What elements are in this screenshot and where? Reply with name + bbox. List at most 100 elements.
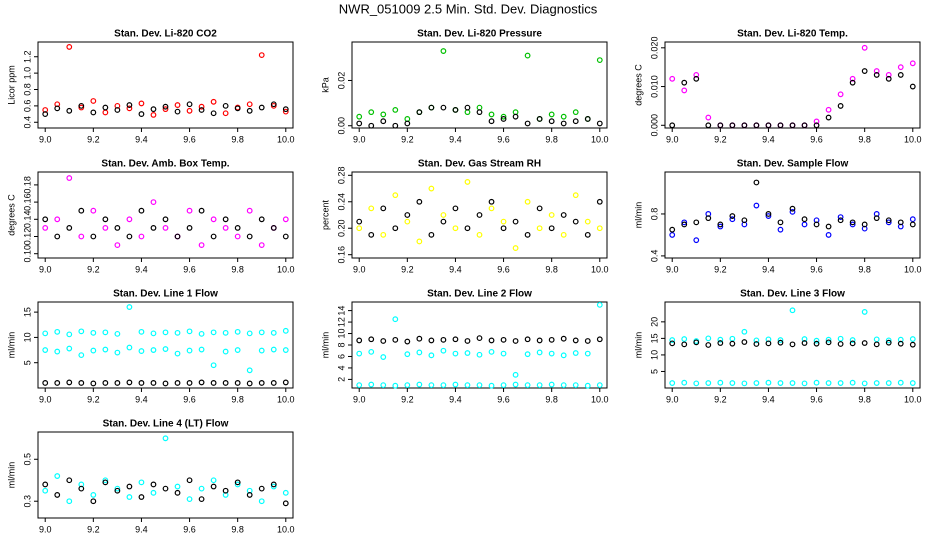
point (210, 98, 217, 105)
point (138, 111, 145, 117)
point (705, 380, 712, 386)
point (885, 219, 892, 226)
point (681, 341, 688, 348)
y-tick-label: 15 (22, 307, 32, 317)
y-tick-label: 5 (649, 369, 659, 374)
point (548, 118, 555, 125)
y-tick-label: 15 (649, 333, 659, 343)
panel-title: Stan. Dev. Line 4 (LT) Flow (103, 419, 229, 430)
point (681, 87, 688, 94)
panel-title: Stan. Dev. Gas Stream RH (418, 159, 541, 170)
point (428, 231, 435, 238)
point (584, 350, 591, 357)
x-tick-label: 10.0 (591, 394, 609, 404)
point (500, 336, 507, 343)
point (669, 337, 676, 343)
point (837, 91, 844, 98)
point (258, 242, 265, 249)
point (825, 232, 832, 238)
point (258, 347, 265, 354)
point (222, 380, 229, 386)
x-tick-label: 9.8 (231, 394, 244, 404)
x-tick-label: 10.0 (277, 524, 295, 534)
point (150, 111, 157, 118)
point (717, 379, 724, 386)
point (66, 224, 73, 231)
point (813, 221, 820, 228)
y-tick-label: 0.20 (336, 219, 346, 237)
point (596, 225, 603, 232)
point (246, 101, 253, 108)
plot-frame (37, 301, 294, 389)
point (42, 380, 49, 386)
point (849, 75, 856, 82)
point (174, 108, 181, 115)
point (897, 379, 904, 386)
point (669, 380, 676, 386)
point (282, 327, 289, 334)
point (861, 309, 868, 315)
point (186, 101, 193, 108)
point (801, 340, 808, 346)
point (186, 107, 193, 114)
x-tick-label: 9.4 (135, 524, 148, 534)
point (90, 492, 97, 498)
x-tick-label: 10.0 (904, 134, 922, 144)
x-tick-label: 9.4 (449, 394, 462, 404)
point (705, 342, 712, 348)
point (572, 118, 579, 125)
point (246, 380, 253, 387)
point (584, 218, 591, 225)
x-tick-label: 9.2 (87, 134, 100, 144)
point (102, 109, 109, 116)
x-tick-label: 9.6 (497, 264, 510, 274)
point (717, 340, 724, 346)
point (548, 111, 555, 118)
point (42, 111, 49, 117)
point (258, 329, 265, 336)
point (186, 380, 193, 386)
point (90, 380, 97, 387)
point (392, 225, 399, 232)
point (765, 336, 772, 343)
x-tick-label: 9.0 (39, 264, 52, 274)
point (54, 233, 61, 240)
point (693, 237, 700, 244)
x-tick-label: 9.2 (714, 134, 727, 144)
point (54, 105, 61, 112)
point (524, 120, 531, 127)
y-tick-label: 20 (649, 317, 659, 327)
point (572, 218, 579, 225)
point (42, 347, 49, 353)
point (801, 216, 808, 223)
point (885, 72, 892, 78)
y-axis-label: ml/min (320, 332, 330, 359)
point (464, 382, 471, 389)
point (234, 479, 241, 486)
x-tick-label: 9.0 (666, 394, 679, 404)
point (861, 340, 868, 346)
point (596, 57, 603, 64)
point (210, 329, 217, 336)
point (729, 340, 736, 347)
point (222, 216, 229, 223)
point (897, 340, 904, 347)
point (78, 102, 85, 109)
x-tick-label: 9.6 (810, 134, 823, 144)
point (897, 64, 904, 71)
point (380, 338, 387, 344)
point (729, 335, 736, 342)
point (681, 336, 688, 342)
y-tick-label: 0.14 (22, 211, 32, 229)
point (669, 75, 676, 82)
x-tick-label: 9.6 (497, 394, 510, 404)
point (681, 219, 688, 226)
point (114, 330, 121, 337)
point (416, 109, 423, 116)
x-tick-label: 9.4 (449, 134, 462, 144)
point (78, 380, 85, 386)
point (162, 224, 169, 231)
point (222, 487, 229, 494)
point (873, 341, 880, 348)
point (596, 382, 603, 389)
